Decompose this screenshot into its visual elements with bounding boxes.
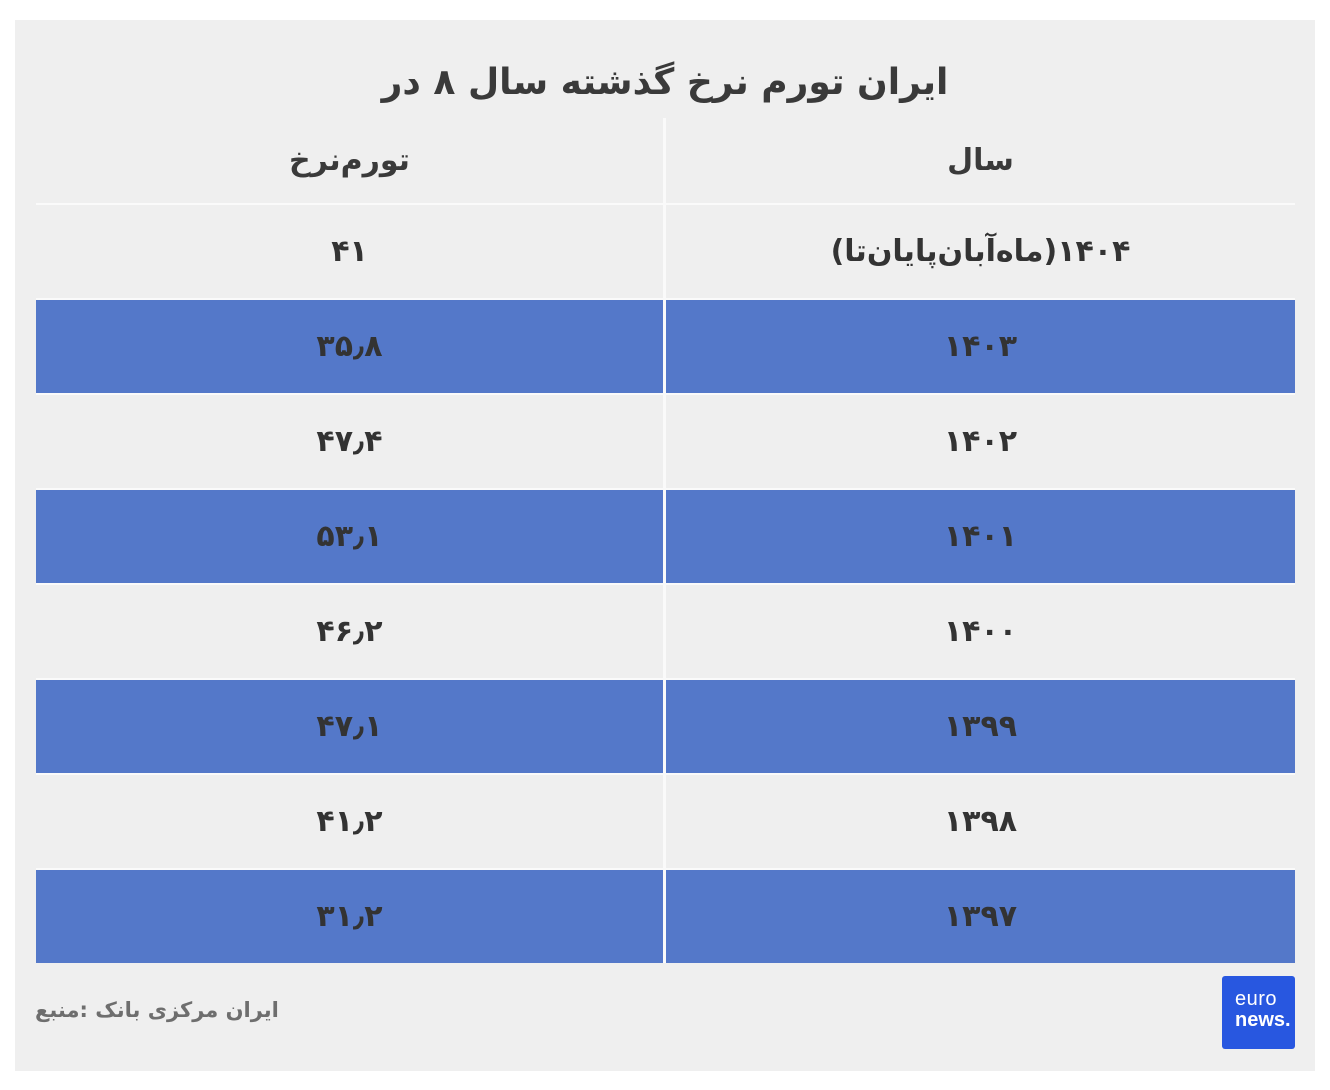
table-row: ۴۷٫۴ ۱۴۰۲ [36,395,1295,488]
table-row: ۴۱٫۲ ۱۳۹۸ [36,775,1295,868]
euronews-logo-line2: news. [1235,1009,1291,1031]
year-cell: ۱۴۰۳ [666,300,1295,393]
table-row: ۴۷٫۱ ۱۳۹۹ [36,680,1295,773]
table-header-row: نرخ تورم سال [36,118,1295,203]
inflation-rate-cell: ۴۷٫۴ [36,395,663,488]
inflation-rate-cell: ۴۱٫۲ [36,775,663,868]
infographic-card: در ۸ سال گذشته نرخ تورم ایران نرخ تورم س… [15,20,1315,1071]
table-row: ۳۵٫۸ ۱۴۰۳ [36,300,1295,393]
header-inflation-rate: نرخ تورم [36,118,663,203]
euronews-logo-line1: euro [1235,988,1278,1010]
inflation-rate-cell: ۳۵٫۸ [36,300,663,393]
inflation-rate-cell: ۴۷٫۱ [36,680,663,773]
year-cell: ۱۴۰۱ [666,490,1295,583]
inflation-rate-cell: ۴۶٫۲ [36,585,663,678]
year-cell: ۱۴۰۲ [666,395,1295,488]
year-cell: (تا پایان آبان ماه) ۱۴۰۴ [666,205,1295,298]
year-cell: ۱۳۹۸ [666,775,1295,868]
euronews-logo: euro news. [1222,976,1295,1049]
inflation-rate-cell: ۴۱ [36,205,663,298]
source-credit: منبع: بانک مرکزی ایران [35,998,279,1022]
inflation-rate-cell: ۵۳٫۱ [36,490,663,583]
table-row: ۳۱٫۲ ۱۳۹۷ [36,870,1295,963]
header-year: سال [666,118,1295,203]
table-row: ۵۳٫۱ ۱۴۰۱ [36,490,1295,583]
table-row: ۴۶٫۲ ۱۴۰۰ [36,585,1295,678]
year-cell: ۱۳۹۹ [666,680,1295,773]
data-table: نرخ تورم سال ۴۱ (تا پایان آبان ماه) ۱۴۰۴… [36,118,1295,963]
year-cell: ۱۴۰۰ [666,585,1295,678]
year-cell: ۱۳۹۷ [666,870,1295,963]
table-row: ۴۱ (تا پایان آبان ماه) ۱۴۰۴ [36,205,1295,298]
chart-title: در ۸ سال گذشته نرخ تورم ایران [381,62,949,103]
inflation-rate-cell: ۳۱٫۲ [36,870,663,963]
